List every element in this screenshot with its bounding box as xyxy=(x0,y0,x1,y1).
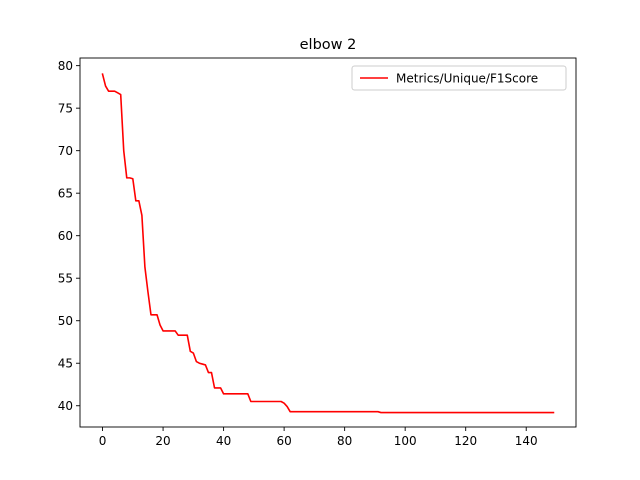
x-axis: 0 20 40 60 80 100 120 140 xyxy=(99,427,538,448)
y-tick-label: 75 xyxy=(58,101,73,115)
x-tick-label: 100 xyxy=(394,434,417,448)
x-tick-label: 60 xyxy=(276,434,291,448)
y-tick-label: 45 xyxy=(58,357,73,371)
x-tick-label: 40 xyxy=(216,434,231,448)
axes-border xyxy=(79,57,577,428)
x-tick-label: 140 xyxy=(515,434,538,448)
x-tick-label: 80 xyxy=(337,434,352,448)
x-tick-label: 20 xyxy=(155,434,170,448)
chart-title: elbow 2 xyxy=(300,37,357,53)
series-layer xyxy=(101,73,555,414)
y-tick-label: 70 xyxy=(58,144,73,158)
y-tick-label: 40 xyxy=(58,399,73,413)
x-tick-label: 0 xyxy=(99,434,107,448)
plot-area xyxy=(80,58,576,427)
y-tick-label: 60 xyxy=(58,229,73,243)
y-axis: 40 45 50 55 60 65 70 75 80 xyxy=(58,59,80,413)
y-tick-label: 65 xyxy=(58,186,73,200)
y-tick-label: 50 xyxy=(58,314,73,328)
axes-background xyxy=(80,58,576,427)
series-line-0 xyxy=(101,73,555,414)
x-tick-label: 120 xyxy=(454,434,477,448)
y-tick-label: 80 xyxy=(58,59,73,73)
legend-label: Metrics/Unique/F1Score xyxy=(396,71,538,85)
axes-frame xyxy=(79,57,577,428)
y-tick-label: 55 xyxy=(58,272,73,286)
legend-box xyxy=(351,65,567,91)
legend: Metrics/Unique/F1Score xyxy=(351,65,567,91)
